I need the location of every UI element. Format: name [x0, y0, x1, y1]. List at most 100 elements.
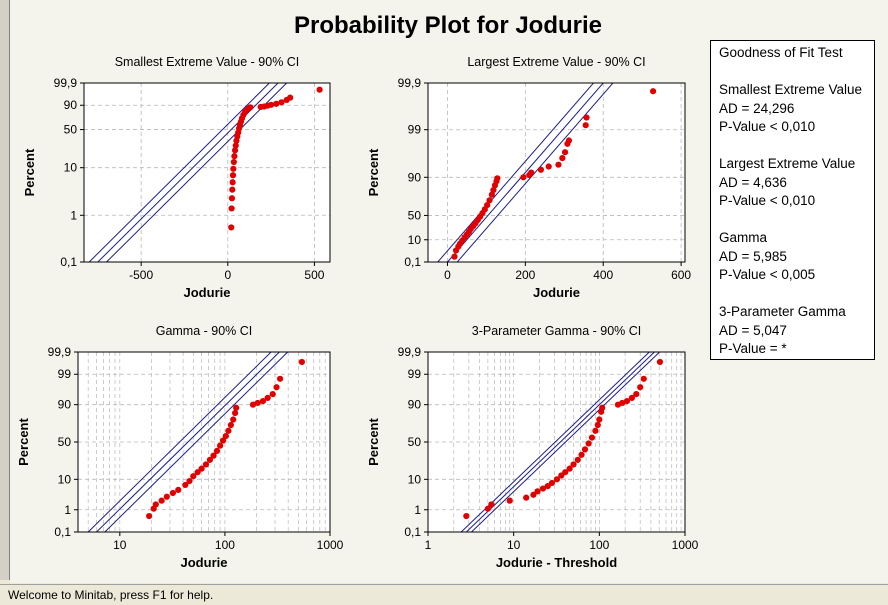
data-point — [534, 488, 541, 495]
data-point — [222, 433, 229, 440]
fit-lines — [87, 352, 289, 532]
data-point — [273, 100, 280, 107]
data-point — [186, 477, 193, 485]
y-tick-label: 90 — [64, 98, 78, 112]
data-point — [227, 421, 234, 429]
ci-lower-line — [105, 83, 288, 262]
data-point — [230, 158, 237, 166]
gof-lev-name: Largest Extreme Value — [719, 156, 856, 171]
y-tick-label: 0,1 — [404, 255, 421, 269]
data-point — [537, 166, 545, 173]
gof-gamma-name: Gamma — [719, 230, 768, 245]
data-points — [146, 358, 305, 520]
plot-area — [84, 83, 330, 262]
gof-gamma-p: P-Value < 0,005 — [719, 267, 816, 282]
panel-4: 1 10 100 1000 0,1 1 10 50 90 99 99,9 3-Parameter Ga… — [366, 324, 699, 570]
data-point — [278, 99, 285, 106]
data-point — [231, 153, 238, 160]
figure-title: Probability Plot for Jodurie — [294, 12, 602, 39]
data-point — [194, 469, 201, 476]
data-point — [217, 442, 224, 449]
y-tick-label: 0,1 — [54, 525, 71, 539]
data-point — [553, 476, 561, 483]
panel-title: Gamma - 90% CI — [156, 324, 253, 338]
data-point — [228, 195, 236, 202]
y-tick-label: 10 — [408, 233, 422, 247]
y-tick-label: 99 — [408, 367, 422, 381]
data-point — [581, 446, 589, 453]
y-tick-label: 99,9 — [48, 345, 72, 359]
data-point — [488, 501, 495, 508]
y-tick-label: 50 — [58, 435, 72, 449]
x-tick-label: 200 — [515, 268, 535, 282]
data-point — [229, 186, 236, 193]
ci-lower-line — [456, 83, 614, 262]
ci-upper-line — [437, 83, 595, 262]
data-point — [570, 461, 577, 468]
y-tick-label: 10 — [58, 472, 72, 486]
data-point — [637, 384, 644, 391]
data-point — [523, 494, 530, 501]
data-point — [562, 469, 569, 476]
y-tick-label: 50 — [408, 435, 422, 449]
data-point — [565, 137, 573, 144]
data-point — [656, 358, 664, 366]
gof-lev-p: P-Value < 0,010 — [719, 193, 816, 208]
probability-plot-figure: Probability Plot for Jodurie -500 0 5000,1… — [16, 12, 699, 570]
data-point — [269, 390, 276, 398]
data-point — [228, 205, 235, 212]
y-axis-label: Percent — [366, 417, 381, 465]
data-point — [566, 465, 573, 472]
x-tick-label: 1 — [425, 538, 432, 552]
data-point — [633, 390, 640, 398]
data-point — [229, 172, 237, 179]
data-point — [267, 101, 275, 108]
y-tick-label: 0,1 — [60, 255, 77, 269]
data-point — [649, 88, 657, 95]
x-tick-label: 1000 — [672, 538, 699, 552]
data-point — [490, 187, 497, 194]
data-point — [229, 179, 236, 186]
y-tick-label: 0,1 — [404, 525, 421, 539]
data-point — [198, 465, 205, 472]
y-axis-label: Percent — [22, 148, 37, 196]
data-point — [596, 416, 603, 423]
data-point — [210, 452, 217, 459]
data-point — [582, 122, 589, 129]
y-tick-label: 10 — [64, 161, 78, 175]
gof-lev-ad: AD = 4,636 — [719, 174, 787, 190]
data-point — [230, 165, 237, 172]
y-tick-label: 99 — [58, 367, 72, 381]
panel-title: 3-Parameter Gamma - 90% CI — [472, 324, 642, 338]
x-tick-label: 0 — [444, 268, 451, 282]
data-point — [506, 497, 513, 504]
ci-upper-line — [460, 352, 651, 532]
data-point — [169, 489, 177, 497]
data-point — [578, 451, 585, 458]
panel-3: 10 100 1000 0,1 1 10 50 90 99 99,9 Gamma - 90% CI J… — [16, 324, 344, 570]
y-tick-label: 50 — [408, 208, 422, 222]
x-tick-label: 1000 — [317, 538, 344, 552]
x-axis-label: Jodurie - Threshold — [496, 555, 617, 570]
data-point — [486, 197, 493, 204]
gof-3pgamma-ad: AD = 5,047 — [719, 322, 787, 338]
y-tick-label: 99,9 — [54, 76, 78, 90]
x-axis-label: Jodurie — [184, 285, 231, 300]
data-point — [298, 358, 305, 366]
x-tick-label: -500 — [129, 268, 153, 282]
data-point — [619, 399, 626, 407]
ci-upper-line — [87, 352, 272, 532]
gof-sev-p: P-Value < 0,010 — [719, 119, 816, 134]
data-point — [254, 399, 261, 407]
data-point — [230, 416, 237, 423]
fit-line — [446, 83, 604, 262]
data-point — [206, 456, 214, 463]
data-point — [231, 409, 239, 417]
data-point — [202, 461, 210, 468]
fit-line — [465, 352, 656, 532]
data-point — [628, 394, 636, 402]
x-tick-label: 100 — [215, 538, 235, 552]
data-point — [559, 154, 566, 162]
fit-line — [97, 83, 279, 262]
y-axis-label: Percent — [16, 417, 31, 465]
